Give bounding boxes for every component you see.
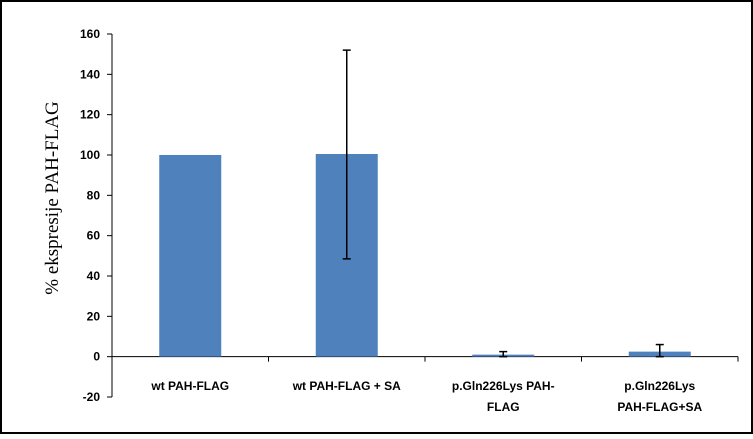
y-tick-label: 0	[93, 350, 100, 364]
y-tick-label: 100	[80, 148, 100, 162]
y-tick-label: 40	[87, 269, 101, 283]
y-tick-label: -20	[83, 390, 101, 404]
y-tick-label: 120	[80, 108, 100, 122]
y-tick-label: 20	[87, 309, 101, 323]
bar	[159, 155, 222, 357]
x-tick-label: wt PAH-FLAG	[150, 379, 229, 393]
y-tick-label: 60	[87, 229, 101, 243]
y-axis-label: % ekspresije PAH-FLAG	[42, 101, 63, 295]
x-tick-label: p.Gln226Lys PAH-FLAG+SA	[617, 379, 702, 414]
y-tick-label: 160	[80, 27, 100, 41]
x-tick-label: p.Gln226Lys PAH-FLAG	[452, 379, 555, 414]
y-tick-label: 140	[80, 67, 100, 81]
x-tick-label: wt PAH-FLAG + SA	[292, 379, 401, 393]
y-tick-label: 80	[87, 188, 101, 202]
